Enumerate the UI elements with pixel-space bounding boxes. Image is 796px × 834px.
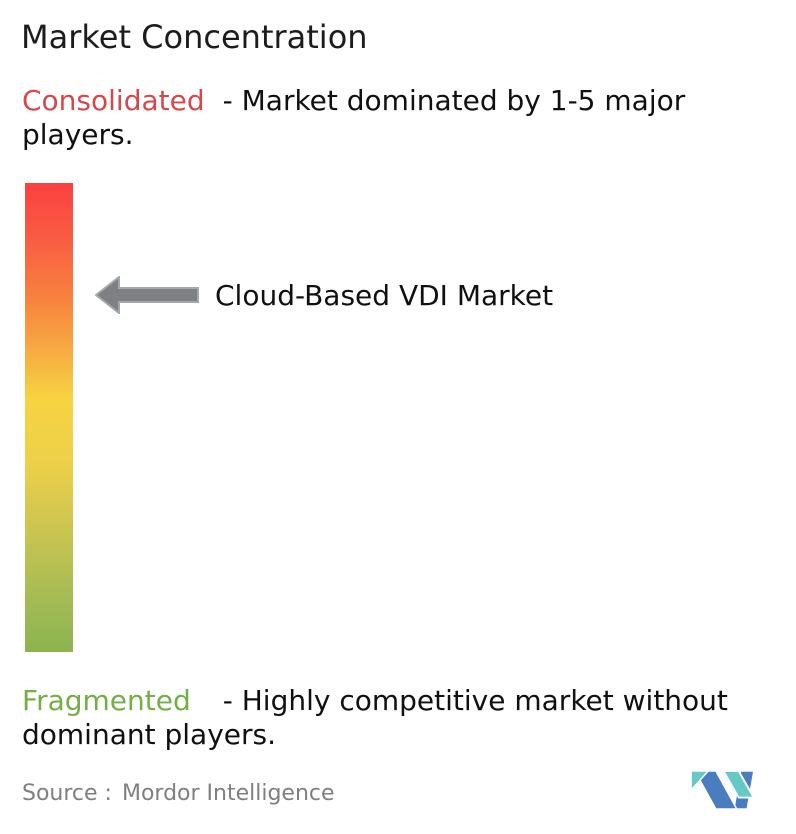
page-title: Market Concentration <box>21 18 368 56</box>
source-label: Source : <box>22 781 112 806</box>
fragmented-term: Fragmented <box>22 684 191 717</box>
marker-label: Cloud-Based VDI Market <box>215 278 554 312</box>
fragmented-text: - Highly competitive market without domi… <box>22 684 728 751</box>
consolidated-term: Consolidated <box>22 84 205 117</box>
concentration-gradient-bar <box>25 183 73 652</box>
source-attribution: Source : Mordor Intelligence <box>22 781 335 806</box>
source-value: Mordor Intelligence <box>121 781 335 806</box>
consolidated-description: Consolidated - Market dominated by 1-5 ma… <box>22 84 788 152</box>
fragmented-description: Fragmented - Highly competitive market wi… <box>22 684 788 752</box>
consolidated-text: - Market dominated by 1-5 major players. <box>22 84 686 151</box>
market-position-marker: Cloud-Based VDI Market <box>95 276 553 314</box>
left-arrow-icon <box>95 276 199 314</box>
mordor-intelligence-logo <box>691 771 754 809</box>
